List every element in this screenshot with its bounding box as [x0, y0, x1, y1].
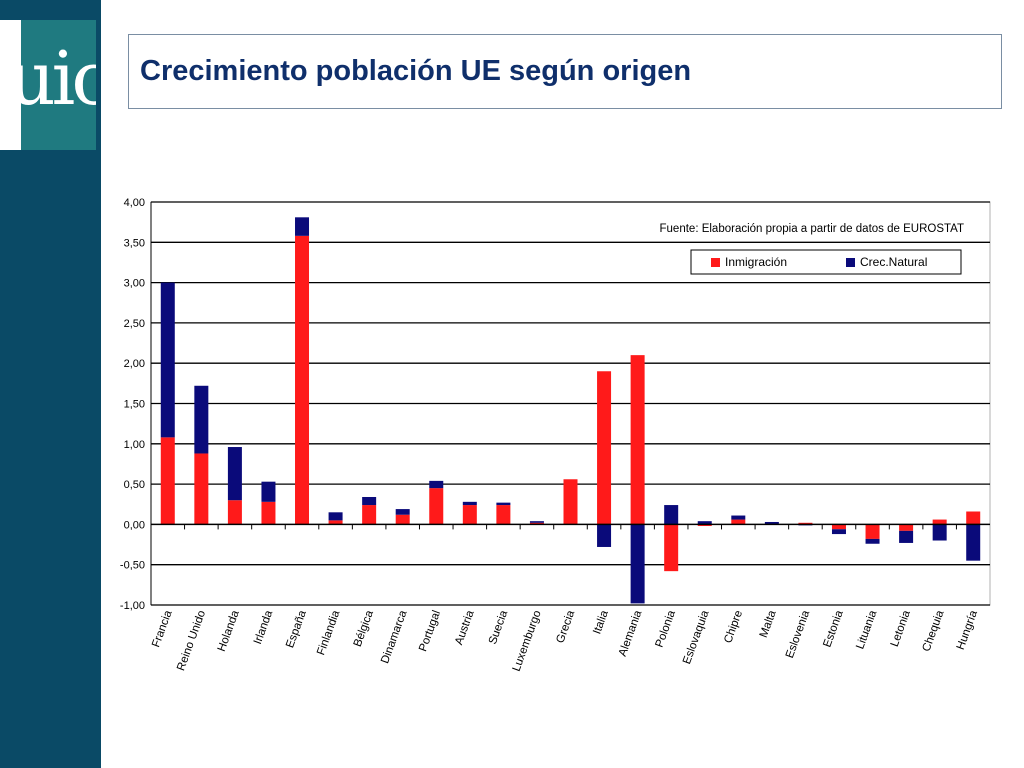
bar-crec-natural	[395, 509, 410, 515]
x-tick-label: Bélgica	[352, 608, 376, 648]
x-tick-label: Chequia	[921, 608, 947, 653]
bar-inmigracion	[395, 514, 410, 525]
bar-inmigracion	[597, 371, 612, 525]
y-tick-label: -0,50	[120, 560, 145, 572]
bar-inmigracion	[831, 524, 846, 530]
bar-crec-natural	[932, 524, 947, 541]
legend-swatch-crec-natural	[846, 258, 855, 267]
source-note: Fuente: Elaboración propia a partir de d…	[660, 223, 964, 235]
bar-crec-natural	[831, 529, 846, 535]
x-tick-label: Suecia	[487, 608, 511, 646]
legend-box	[690, 249, 962, 275]
bar-inmigracion	[932, 519, 947, 525]
logo-white-band	[0, 20, 21, 150]
x-tick-label: Hungría	[955, 608, 980, 651]
x-tick-label: Francia	[150, 608, 175, 649]
bar-crec-natural	[362, 496, 377, 506]
x-tick-label: Malta	[758, 608, 779, 639]
legend-label-crec-natural: Crec.Natural	[860, 255, 927, 269]
y-tick-label: 2,00	[124, 358, 145, 370]
x-tick-label: Lituania	[854, 608, 879, 651]
bar-inmigracion	[194, 453, 209, 525]
x-tick-label: Irlanda	[252, 608, 276, 646]
bar-crec-natural	[630, 524, 645, 604]
bar-inmigracion	[798, 522, 813, 525]
bar-inmigracion	[966, 511, 981, 525]
y-tick-label: 0,00	[124, 519, 145, 531]
bar-inmigracion	[563, 479, 578, 525]
bar-inmigracion	[362, 505, 377, 525]
x-tick-label: Chipre	[722, 609, 745, 645]
bar-crec-natural	[664, 505, 679, 525]
y-tick-label: 4,00	[124, 197, 145, 209]
bar-crec-natural	[597, 524, 612, 547]
bar-crec-natural	[899, 530, 914, 543]
bar-crec-natural	[496, 502, 511, 506]
bar-crec-natural	[261, 481, 276, 502]
x-tick-label: Estonia	[821, 608, 846, 649]
x-tick-label: Alemania	[617, 608, 645, 658]
x-tick-label: España	[284, 608, 309, 649]
bar-crec-natural	[529, 521, 544, 523]
x-tick-label: Dinamarca	[379, 608, 409, 665]
bar-inmigracion	[227, 500, 242, 525]
x-tick-label: Reino Unido	[175, 609, 208, 673]
bar-crec-natural	[966, 524, 981, 561]
bar-inmigracion	[328, 520, 343, 525]
title-box: Crecimiento población UE según origen	[128, 34, 1002, 109]
slide-title: Crecimiento población UE según origen	[140, 55, 692, 87]
bar-inmigracion	[160, 437, 175, 525]
bar-crec-natural	[295, 217, 310, 236]
bar-inmigracion	[731, 519, 746, 525]
bar-crec-natural	[429, 480, 444, 489]
bar-inmigracion	[429, 488, 444, 525]
x-tick-label: Finlandia	[315, 608, 342, 657]
bar-crec-natural	[697, 521, 712, 525]
x-tick-label: Eslovenia	[784, 608, 813, 660]
bar-crec-natural	[160, 282, 175, 438]
bar-inmigracion	[261, 501, 276, 525]
bar-inmigracion	[865, 524, 880, 539]
bar-inmigracion	[496, 505, 511, 525]
logo-text: uic	[8, 36, 96, 122]
y-tick-label: -1,00	[120, 600, 145, 612]
bar-crec-natural	[731, 515, 746, 520]
university-logo: uic	[0, 20, 96, 150]
x-tick-label: Grecia	[554, 608, 577, 645]
bar-inmigracion	[295, 235, 310, 525]
legend-swatch-inmigracion	[711, 258, 720, 267]
bar-inmigracion	[664, 524, 679, 572]
bar-inmigracion	[529, 522, 544, 525]
sidebar: uic	[0, 0, 101, 768]
bar-crec-natural	[194, 385, 209, 454]
x-tick-label: Austria	[453, 608, 477, 646]
x-tick-label: Luxemburgo	[511, 609, 544, 673]
y-tick-label: 3,00	[124, 278, 145, 290]
x-tick-label: Holanda	[216, 608, 242, 653]
bar-inmigracion	[630, 355, 645, 525]
bar-crec-natural	[764, 521, 779, 525]
y-tick-label: 1,50	[124, 399, 145, 411]
x-tick-label: Eslovaquia	[681, 608, 712, 666]
y-tick-label: 3,50	[124, 237, 145, 249]
bar-crec-natural	[865, 538, 880, 544]
bar-crec-natural	[328, 512, 343, 521]
bar-inmigracion	[462, 505, 477, 525]
bar-inmigracion	[899, 524, 914, 531]
bar-inmigracion	[697, 524, 712, 527]
bar-crec-natural	[227, 447, 242, 501]
x-tick-label: Portugal	[417, 609, 443, 653]
x-tick-label: Letonia	[889, 608, 913, 648]
bar-crec-natural	[462, 501, 477, 506]
legend-label-inmigracion: Inmigración	[725, 255, 787, 269]
x-tick-label: Italia	[591, 608, 611, 635]
y-tick-label: 1,00	[124, 439, 145, 451]
y-tick-label: 2,50	[124, 318, 145, 330]
x-tick-label: Polonia	[654, 608, 679, 649]
y-tick-label: 0,50	[124, 479, 145, 491]
